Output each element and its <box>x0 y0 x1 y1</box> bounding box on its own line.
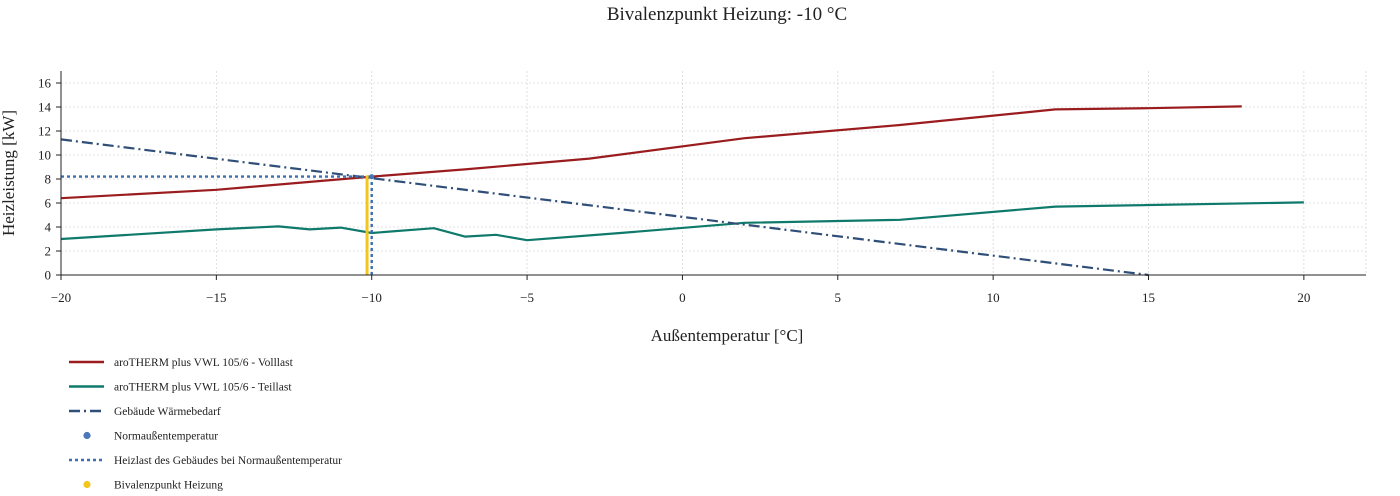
x-tick-label: 5 <box>835 290 842 305</box>
series-layer <box>60 105 1304 277</box>
plot-area <box>61 71 1366 275</box>
y-tick-label: 4 <box>45 220 52 235</box>
legend-label: aroTHERM plus VWL 105/6 - Teillast <box>114 382 292 394</box>
legend-label: Gebäude Wärmebedarf <box>114 406 221 418</box>
legend: aroTHERM plus VWL 105/6 - Volllast aroTHE… <box>69 357 342 492</box>
y-axis-ticks: 0 2 4 6 8 10 12 14 16 <box>38 76 61 283</box>
y-tick-label: 16 <box>38 76 52 91</box>
y-tick-label: 0 <box>45 268 52 283</box>
legend-label: Normaußentemperatur <box>114 431 218 443</box>
y-tick-label: 8 <box>45 172 52 187</box>
grid <box>60 71 1367 276</box>
y-tick-label: 14 <box>38 100 52 115</box>
chart-title: Bivalenzpunkt Heizung: -10 °C <box>607 4 847 25</box>
legend-label: Bivalenzpunkt Heizung <box>114 480 223 492</box>
x-tick-label: −10 <box>362 290 382 305</box>
legend-swatch <box>83 480 91 489</box>
x-axis-title: Außentemperatur [°C] <box>651 326 804 345</box>
y-tick-label: 10 <box>38 148 51 163</box>
legend-label: aroTHERM plus VWL 105/6 - Volllast <box>114 357 294 369</box>
series-1-line <box>60 105 1242 200</box>
x-tick-label: −5 <box>520 290 534 305</box>
x-tick-label: 15 <box>1142 290 1155 305</box>
y-tick-label: 2 <box>45 244 52 259</box>
series-3-line <box>60 138 1149 277</box>
legend-label: Heizlast des Gebäudes bei Normaußentempe… <box>114 455 342 467</box>
x-tick-label: −15 <box>206 290 226 305</box>
y-tick-label: 6 <box>45 196 52 211</box>
x-tick-label: −20 <box>51 290 71 305</box>
legend-swatch <box>83 431 91 440</box>
series-2-line <box>60 201 1304 242</box>
y-axis-title: Heizleistung [kW] <box>0 110 18 236</box>
x-axis-ticks: −20 −15 −10 −5 0 5 10 15 20 <box>51 275 1310 305</box>
x-tick-label: 0 <box>679 290 686 305</box>
y-tick-label: 12 <box>38 124 51 139</box>
x-tick-label: 10 <box>987 290 1000 305</box>
x-tick-label: 20 <box>1297 290 1310 305</box>
